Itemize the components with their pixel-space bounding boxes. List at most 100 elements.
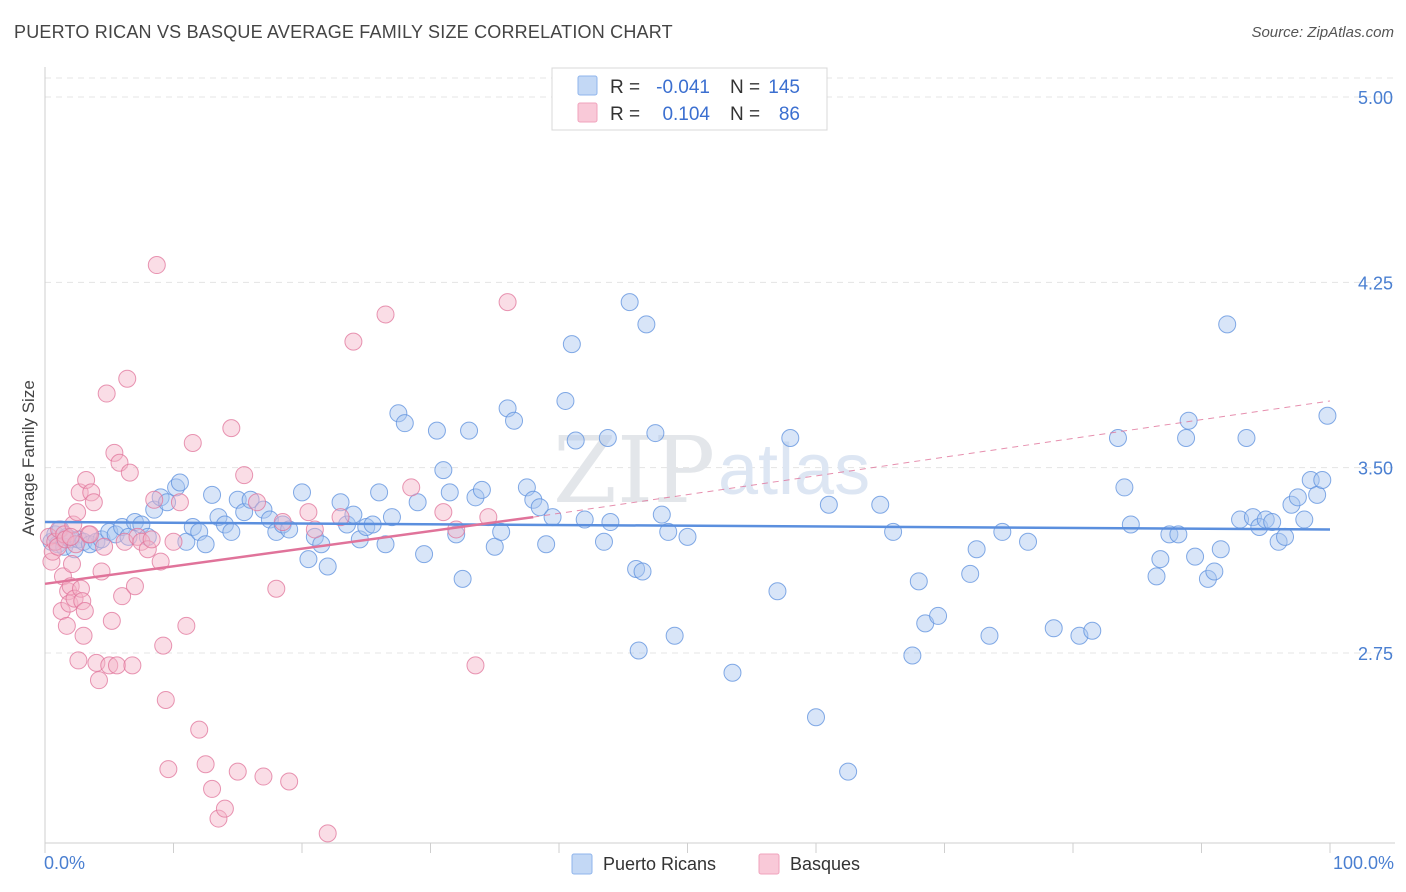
basques-point-85 [80, 525, 99, 544]
puerto-ricans-point-53 [376, 535, 395, 554]
puerto-ricans-point-95 [781, 429, 800, 448]
puerto-ricans-point-135 [1282, 495, 1301, 514]
puerto-ricans-point-78 [566, 431, 585, 450]
basques-point-34 [100, 656, 119, 675]
basques-point-81 [466, 656, 485, 675]
watermark-atlas: atlas [718, 430, 870, 510]
basques-point-37 [107, 656, 126, 675]
puerto-ricans-point-63 [453, 569, 472, 588]
chart-title: PUERTO RICAN VS BASQUE AVERAGE FAMILY SI… [14, 22, 673, 42]
puerto-ricans-point-140 [1313, 471, 1332, 490]
basques-point-47 [138, 540, 157, 559]
puerto-ricans-point-54 [382, 508, 401, 527]
trend-lines [44, 400, 1331, 586]
puerto-ricans-point-97 [819, 495, 838, 514]
puerto-ricans-point-40 [280, 520, 299, 539]
basques-point-74 [318, 824, 337, 843]
puerto-ricans-point-64 [460, 421, 479, 440]
puerto-ricans-point-126 [1218, 315, 1237, 334]
puerto-ricans-point-83 [620, 293, 639, 312]
basques-point-67 [248, 493, 267, 512]
legend-swatch-puerto-ricans [577, 75, 598, 96]
puerto-ricans-point-121 [1179, 411, 1198, 430]
y-tick-label-2: 4.25 [1358, 273, 1393, 293]
puerto-ricans-point-66 [472, 480, 491, 499]
y-tick-labels: 2.75 3.50 4.25 5.00 [1358, 88, 1393, 664]
basques-point-1 [42, 552, 61, 571]
basques-point-68 [254, 767, 273, 786]
puerto-ricans-point-87 [629, 641, 648, 660]
legend-swatch-basques [577, 102, 598, 123]
basques-point-79 [434, 503, 453, 522]
puerto-ricans-point-46 [331, 493, 350, 512]
puerto-ricans-point-41 [293, 483, 311, 502]
puerto-ricans-point-102 [909, 572, 928, 591]
basques-point-58 [183, 433, 202, 452]
puerto-ricans-point-122 [1186, 547, 1205, 566]
basques-point-66 [235, 466, 254, 485]
basques-point-36 [105, 443, 124, 462]
basques-point-48 [142, 530, 161, 549]
puerto-ricans-point-124 [1205, 562, 1224, 581]
basques-point-71 [280, 772, 299, 791]
basques-point-32 [95, 537, 114, 556]
puerto-ricans-point-76 [556, 391, 575, 410]
basques-trend-line [44, 515, 534, 586]
puerto-ricans-trend-line [44, 520, 1331, 531]
puerto-ricans-point-36 [254, 500, 273, 519]
puerto-ricans-point-128 [1237, 429, 1256, 448]
basques-point-60 [196, 755, 215, 774]
legend-n-value-0: 145 [768, 77, 800, 98]
legend: R = -0.041 N = 145 R = 0.104 N = 86 [551, 67, 828, 131]
legend-n-label-1: N = [730, 104, 760, 125]
basques-point-46 [132, 532, 151, 551]
basques-point-54 [159, 760, 178, 779]
puerto-ricans-point-137 [1295, 510, 1314, 529]
puerto-ricans-point-31 [215, 515, 234, 534]
puerto-ricans-point-52 [370, 483, 389, 502]
puerto-ricans-point-74 [537, 535, 556, 554]
puerto-ricans-point-104 [929, 606, 948, 625]
basques-point-49 [145, 490, 164, 509]
puerto-ricans-point-106 [967, 540, 986, 559]
puerto-ricans-point-60 [434, 461, 453, 480]
x-tick-label-max: 100.0% [1333, 853, 1394, 873]
puerto-ricans-point-90 [659, 522, 678, 541]
bottom-legend-puerto-ricans: Puerto Ricans [603, 854, 716, 874]
puerto-ricans-point-80 [594, 532, 613, 551]
basques-point-28 [84, 493, 103, 512]
basques-trend-extrapolated [533, 400, 1331, 518]
puerto-ricans-point-98 [839, 762, 858, 781]
bottom-legend-swatch-basques [758, 853, 780, 875]
puerto-ricans-point-85 [633, 562, 652, 581]
puerto-ricans-point-94 [768, 582, 787, 601]
y-tick-label-0: 2.75 [1358, 644, 1393, 664]
puerto-ricans-point-120 [1177, 429, 1196, 448]
puerto-ricans-point-115 [1121, 515, 1140, 534]
puerto-ricans-point-43 [305, 527, 324, 546]
puerto-ricans-point-96 [807, 708, 825, 727]
puerto-ricans-point-134 [1276, 527, 1295, 546]
basques-point-14 [62, 555, 81, 574]
puerto-ricans-point-42 [299, 550, 318, 569]
basques-point-73 [305, 520, 324, 539]
basques-point-24 [75, 601, 94, 620]
basques-point-56 [170, 493, 189, 512]
legend-r-label-0: R = [610, 77, 640, 98]
legend-r-label-1: R = [610, 104, 640, 125]
puerto-ricans-point-101 [903, 646, 922, 665]
basques-point-33 [97, 384, 116, 403]
puerto-ricans-point-113 [1108, 429, 1127, 448]
puerto-ricans-point-75 [543, 508, 562, 527]
y-axis-title: Average Family Size [19, 380, 38, 536]
watermark-zip: ZIP [553, 417, 715, 524]
basques-point-69 [267, 579, 286, 598]
basques-point-84 [61, 527, 80, 546]
basques-point-64 [222, 419, 241, 438]
basques-point-39 [113, 587, 132, 606]
puerto-ricans-point-107 [980, 626, 999, 645]
y-tick-label-3: 5.00 [1358, 88, 1393, 108]
series-puerto-ricans [42, 293, 1337, 781]
puerto-ricans-point-91 [665, 626, 684, 645]
puerto-ricans-point-116 [1147, 567, 1166, 586]
